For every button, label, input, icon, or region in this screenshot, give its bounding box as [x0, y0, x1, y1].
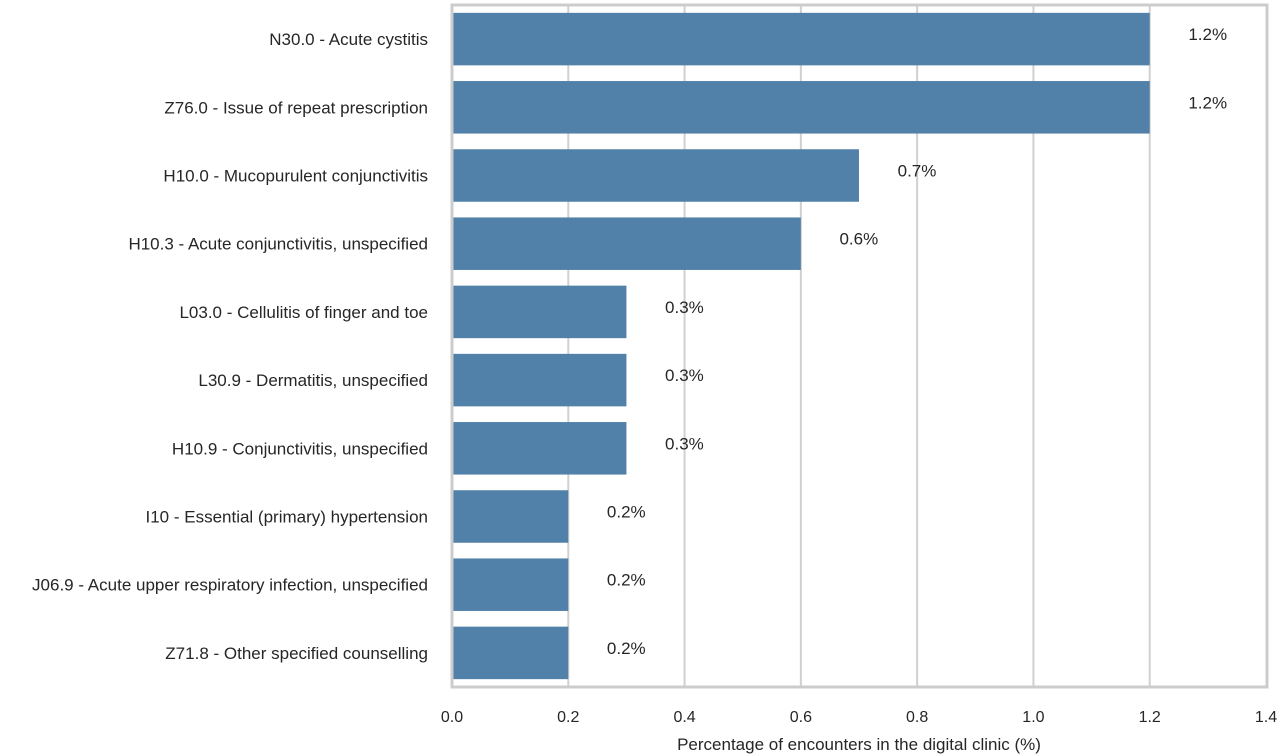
data-label: 0.7% [898, 162, 937, 181]
category-label: H10.3 - Acute conjunctivitis, unspecifie… [128, 235, 428, 254]
bar [453, 149, 859, 202]
data-label: 0.2% [607, 503, 646, 522]
category-labels: N30.0 - Acute cystitis Z76.0 - Issue of r… [32, 30, 428, 663]
category-label: L30.9 - Dermatitis, unspecified [198, 371, 428, 390]
category-label: Z76.0 - Issue of repeat prescription [164, 98, 428, 117]
bar [453, 422, 627, 475]
x-tick-label: 1.0 [1022, 709, 1044, 726]
data-label: 0.3% [665, 434, 704, 453]
category-label: I10 - Essential (primary) hypertension [145, 508, 428, 527]
x-tick-labels: 0.0 0.2 0.4 0.6 0.8 1.0 1.2 1.4 [441, 709, 1277, 726]
x-tick-label: 0.6 [790, 709, 812, 726]
data-label: 0.3% [665, 298, 704, 317]
plot-frame [450, 3, 1269, 689]
bar [453, 626, 569, 680]
x-tick-label: 0.4 [673, 709, 695, 726]
bar [453, 12, 1150, 66]
x-tick-label: 0.0 [441, 709, 463, 726]
value-labels: 1.2% 1.2% 0.7% 0.6% 0.3% 0.3% 0.3% 0.2% 0.2% 0.2% [607, 25, 1227, 658]
x-axis-title: Percentage of encounters in the digital … [677, 735, 1041, 754]
data-label: 1.2% [1188, 25, 1227, 44]
category-label: H10.0 - Mucopurulent conjunctivitis [163, 167, 428, 186]
bar [453, 490, 569, 543]
x-tick-label: 1.4 [1255, 709, 1277, 726]
x-tick-label: 0.2 [557, 709, 579, 726]
bars [453, 12, 1150, 680]
x-tick-label: 1.2 [1139, 709, 1161, 726]
bar [453, 81, 1150, 134]
data-label: 0.6% [839, 230, 878, 249]
bar [453, 353, 627, 407]
bar [453, 285, 627, 339]
category-label: H10.9 - Conjunctivitis, unspecified [172, 439, 428, 458]
bar [453, 558, 569, 611]
data-label: 1.2% [1188, 93, 1227, 112]
category-label: N30.0 - Acute cystitis [269, 30, 428, 49]
data-label: 0.3% [665, 366, 704, 385]
category-label: L03.0 - Cellulitis of finger and toe [179, 303, 428, 322]
category-label: Z71.8 - Other specified counselling [165, 644, 428, 663]
data-label: 0.2% [607, 639, 646, 658]
x-tick-label: 0.8 [906, 709, 928, 726]
category-label: J06.9 - Acute upper respiratory infectio… [32, 576, 428, 595]
bar [453, 217, 801, 270]
data-label: 0.2% [607, 571, 646, 590]
